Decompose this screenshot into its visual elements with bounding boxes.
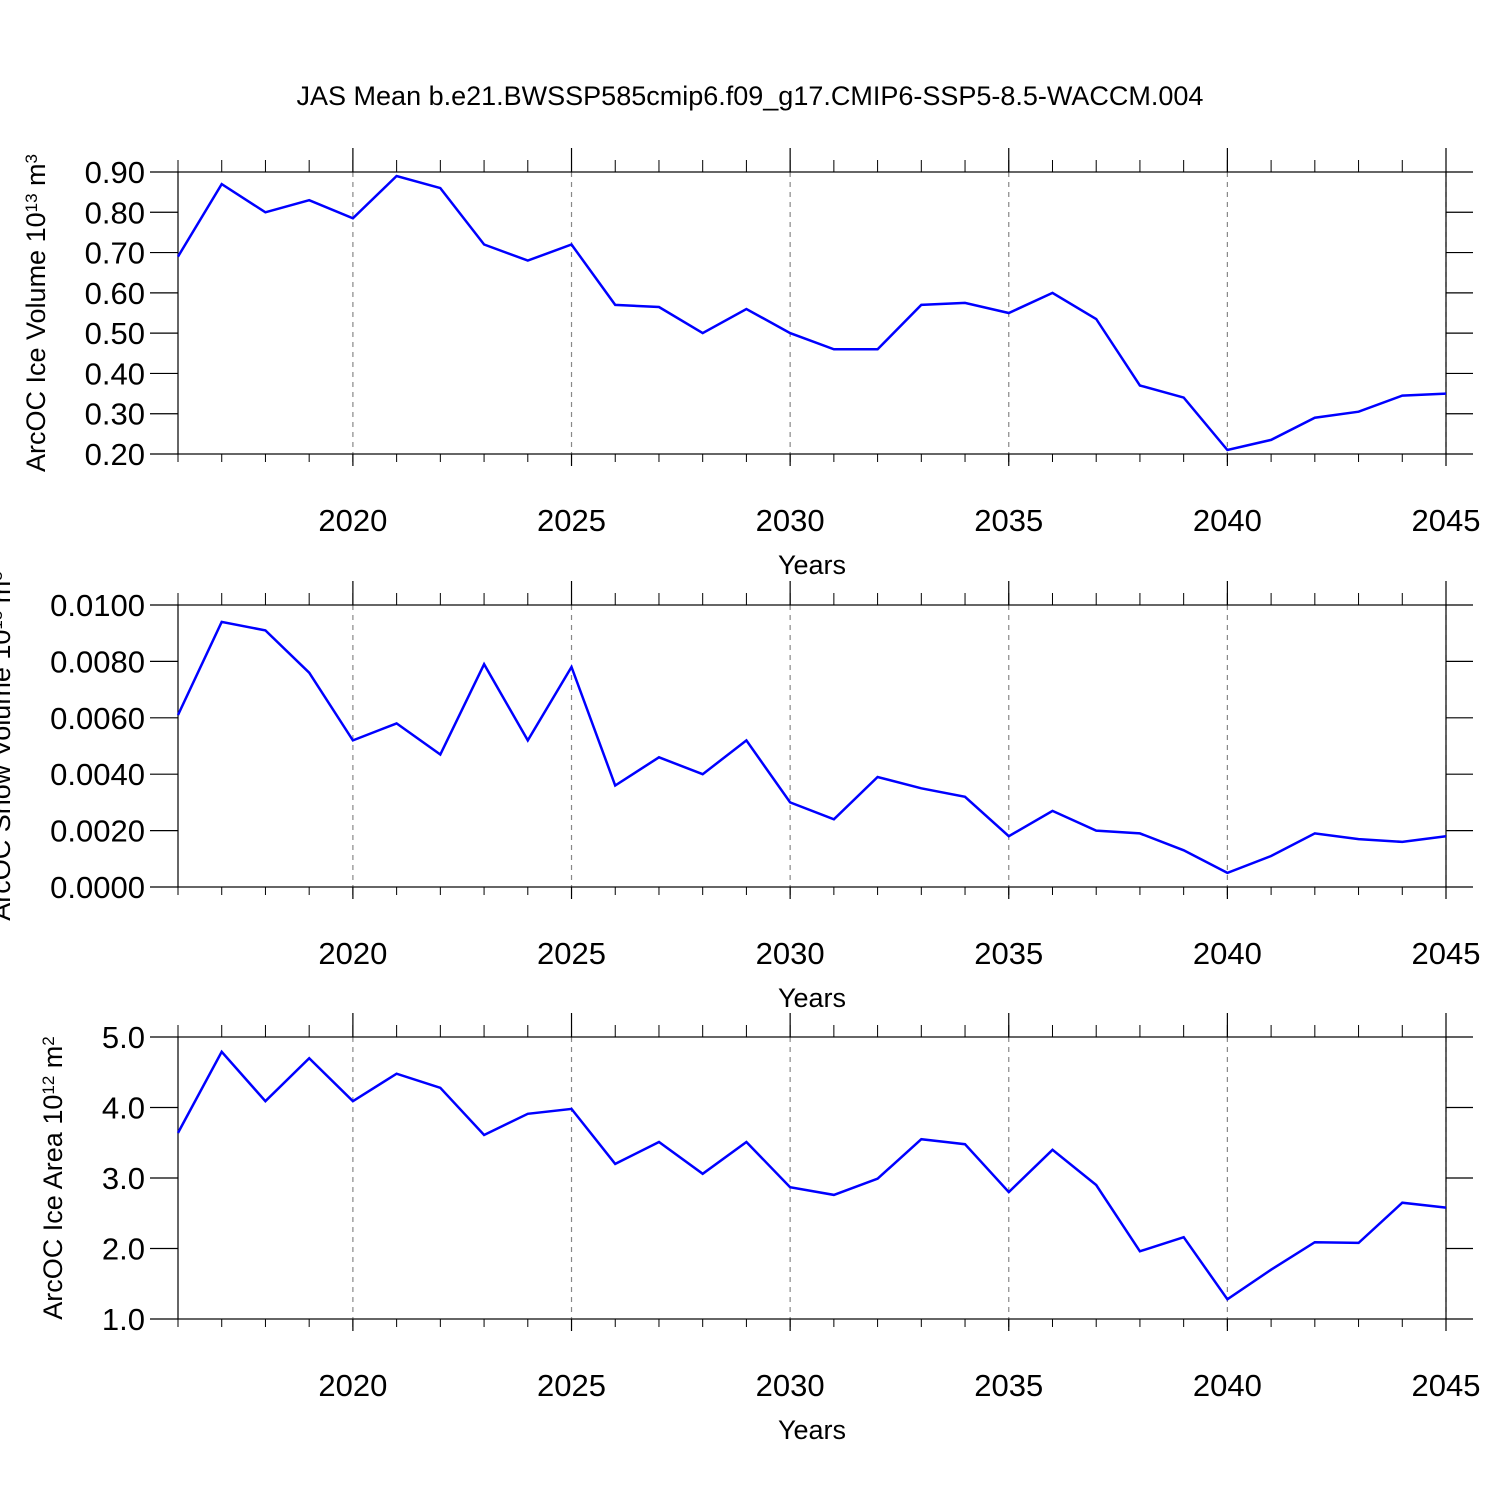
panel: 2020 2025 2030 2035 2040 2045 1.0 2.0 3.0 4.0 5.0 Y… <box>38 1013 1480 1445</box>
y-tick-label: 0.0020 <box>50 814 145 849</box>
y-axis-label-part: ArcOC Ice Area 10 <box>38 1095 68 1320</box>
x-tick-label: 2020 <box>318 936 387 971</box>
y-tick-label: 0.0060 <box>50 701 145 736</box>
y-axis-label-superscript: 13 <box>0 611 6 630</box>
y-axis-label: ArcOC Snow Volume 1013 m3 <box>0 571 16 921</box>
y-axis-label-superscript: 3 <box>22 154 41 163</box>
y-axis-label-superscript: 2 <box>39 1036 58 1045</box>
y-tick-label: 0.70 <box>85 236 145 271</box>
y-axis-label-part: ArcOC Ice Volume 10 <box>21 212 51 472</box>
y-tick-label: 1.0 <box>102 1302 145 1337</box>
x-tick-label: 2025 <box>537 1368 606 1403</box>
x-tick-label: 2030 <box>756 936 825 971</box>
y-axis-label-part: ArcOC Snow Volume 10 <box>0 630 16 921</box>
plot-frame <box>177 604 1447 888</box>
x-axis-label: Years <box>778 550 846 580</box>
x-tick-label: 2025 <box>537 503 606 538</box>
x-tick-label: 2040 <box>1193 1368 1262 1403</box>
data-line <box>176 174 1447 452</box>
y-tick-label: 0.30 <box>85 397 145 432</box>
y-tick-label: 3.0 <box>102 1161 145 1196</box>
x-tick-label: 2020 <box>318 1368 387 1403</box>
y-tick-label: 0.20 <box>85 437 145 472</box>
y-axis-label-superscript: 12 <box>39 1076 58 1095</box>
panel: 2020 2025 2030 2035 2040 2045 0.0000 0.0020 0.00… <box>0 571 1480 1013</box>
panel: 2020 2025 2030 2035 2040 2045 0.20 0.30 0.40 0.50… <box>21 148 1480 580</box>
x-tick-label: 2030 <box>756 1368 825 1403</box>
x-tick-label: 2035 <box>974 936 1043 971</box>
plot-frame <box>177 1036 1447 1320</box>
plot-frame <box>177 171 1447 455</box>
x-tick-label: 2030 <box>756 503 825 538</box>
y-axis-label: ArcOC Ice Area 1012 m2 <box>38 1036 68 1320</box>
x-tick-label: 2035 <box>974 1368 1043 1403</box>
y-tick-label: 0.90 <box>85 155 145 190</box>
y-axis-label: ArcOC Ice Volume 1013 m3 <box>21 154 51 472</box>
y-tick-label: 0.60 <box>85 276 145 311</box>
y-axis-label-superscript: 3 <box>0 571 6 580</box>
x-tick-label: 2025 <box>537 936 606 971</box>
x-tick-label: 2020 <box>318 503 387 538</box>
x-tick-label: 2045 <box>1412 503 1481 538</box>
x-tick-label: 2045 <box>1412 1368 1481 1403</box>
y-axis-label-superscript: 13 <box>22 193 41 212</box>
y-tick-label: 4.0 <box>102 1091 145 1126</box>
y-axis-label-part: m <box>38 1046 68 1076</box>
x-tick-label: 2045 <box>1412 936 1481 971</box>
y-tick-label: 0.40 <box>85 356 145 391</box>
y-tick-label: 0.50 <box>85 316 145 351</box>
data-line <box>176 620 1447 875</box>
y-tick-label: 0.0100 <box>50 588 145 623</box>
y-tick-label: 2.0 <box>102 1232 145 1267</box>
figure-title: JAS Mean b.e21.BWSSP585cmip6.f09_g17.CMI… <box>297 81 1204 111</box>
y-tick-label: 0.0000 <box>50 870 145 905</box>
y-axis-label-part: m <box>0 581 16 611</box>
x-axis-label: Years <box>778 1415 846 1445</box>
y-tick-label: 0.80 <box>85 195 145 230</box>
x-axis-label: Years <box>778 983 846 1013</box>
y-tick-label: 5.0 <box>102 1020 145 1055</box>
x-tick-label: 2040 <box>1193 503 1262 538</box>
x-tick-label: 2035 <box>974 503 1043 538</box>
y-tick-label: 0.0040 <box>50 757 145 792</box>
y-axis-label-part: m <box>21 163 51 193</box>
x-tick-label: 2040 <box>1193 936 1262 971</box>
y-tick-label: 0.0080 <box>50 644 145 679</box>
data-line <box>176 1049 1447 1302</box>
